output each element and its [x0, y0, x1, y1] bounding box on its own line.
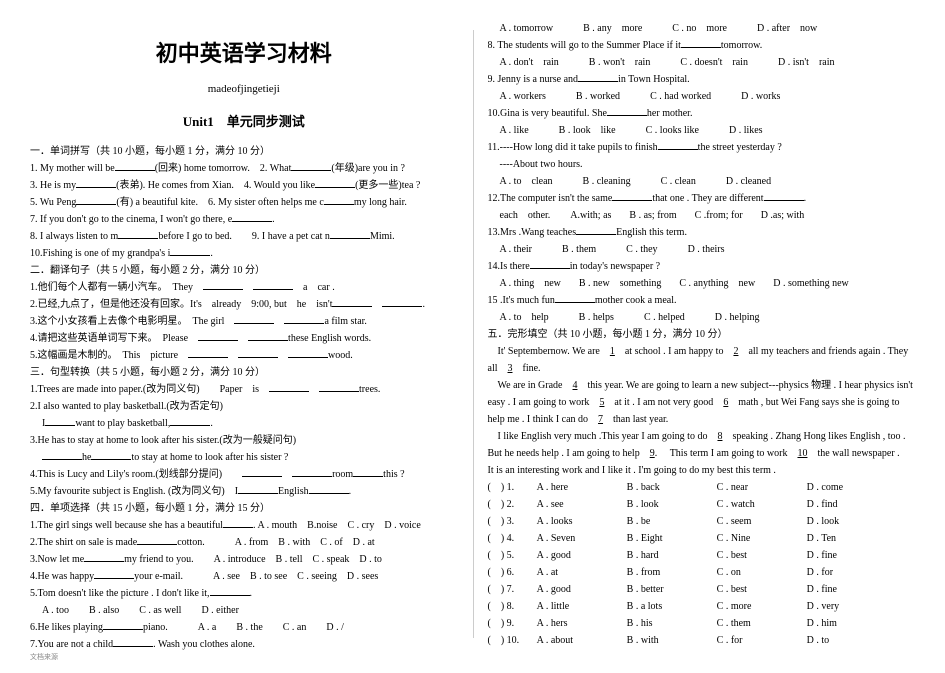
- c7o: A . tomorrowB . any moreC . no moreD . a…: [488, 20, 916, 37]
- unit-title: Unit1 单元同步测试: [30, 111, 458, 133]
- cloze-row: ( ) 8.A . littleB . a lotsC . moreD . ve…: [488, 598, 916, 615]
- q1: 1. My mother will be(回来) home tomorrow. …: [30, 160, 458, 177]
- q7: 7. If you don't go to the cinema, I won'…: [30, 211, 458, 228]
- passage1: It' Septembernow. We are 1 at school . I…: [488, 343, 916, 377]
- c13: 13.Mrs .Wang teachesEnglish this term.: [488, 224, 916, 241]
- section2-header: 二．翻译句子（共 5 小题，每小题 2 分，满分 10 分）: [30, 262, 458, 279]
- c14o: A . thing newB . new somethingC . anythi…: [488, 275, 916, 292]
- footer-text: 文档来源: [30, 652, 58, 662]
- c8: 8. The students will go to the Summer Pl…: [488, 37, 916, 54]
- cloze-row: ( ) 2.A . seeB . lookC . watchD . find: [488, 496, 916, 513]
- c11: 11.----How long did it take pupils to fi…: [488, 139, 916, 156]
- cloze-row: ( ) 1.A . hereB . backC . nearD . come: [488, 479, 916, 496]
- c1: 1.The girl sings well because she has a …: [30, 517, 458, 534]
- c4: 4.He was happyyour e-mail. A . see B . t…: [30, 568, 458, 585]
- c8o: A . don't rainB . won't rainC . doesn't …: [488, 54, 916, 71]
- cloze-row: ( ) 10.A . aboutB . withC . forD . to: [488, 632, 916, 649]
- passage2: We are in Grade 4 this year. We are goin…: [488, 377, 916, 428]
- c15: 15 .It's much funmother cook a meal.: [488, 292, 916, 309]
- main-title: 初中英语学习材料: [30, 35, 458, 72]
- s4: 4.This is Lucy and Lily's room.(划线部分提问) …: [30, 466, 458, 483]
- s3a: heto stay at home to look after his sist…: [30, 449, 458, 466]
- right-column: A . tomorrowB . any moreC . no moreD . a…: [488, 20, 916, 653]
- t2: 2.已经,九点了，但是他还没有回家。It's already 9:00, but…: [30, 296, 458, 313]
- subtitle: madeofjingetieji: [30, 80, 458, 99]
- c14: 14.Is therein today's newspaper ?: [488, 258, 916, 275]
- c10: 10.Gina is very beautiful. Sheher mother…: [488, 105, 916, 122]
- s3: 3.He has to stay at home to look after h…: [30, 432, 458, 449]
- section1-header: 一．单词拼写（共 10 小题，每小题 1 分，满分 10 分）: [30, 143, 458, 160]
- s2a: Iwant to play basketball,.: [30, 415, 458, 432]
- cloze-row: ( ) 5.A . goodB . hardC . bestD . fine: [488, 547, 916, 564]
- c7: 7.You are not a child. Wash you clothes …: [30, 636, 458, 653]
- c11c: ----About two hours.: [488, 156, 916, 173]
- c6: 6.He likes playingpiano. A . a B . the C…: [30, 619, 458, 636]
- q8: 8. I always listen to mbefore I go to be…: [30, 228, 458, 245]
- section5-header: 五．完形填空（共 10 小题，每小题 1 分，满分 10 分）: [488, 326, 916, 343]
- c10o: A . likeB . look likeC . looks likeD . l…: [488, 122, 916, 139]
- c2: 2.The shirt on sale is madecotton. A . f…: [30, 534, 458, 551]
- s1: 1.Trees are made into paper.(改为同义句) Pape…: [30, 381, 458, 398]
- cloze-row: ( ) 9.A . hersB . hisC . themD . him: [488, 615, 916, 632]
- c9o: A . workersB . workedC . had workedD . w…: [488, 88, 916, 105]
- t5: 5.这幅画是木制的。 This picture wood.: [30, 347, 458, 364]
- s5: 5.My favourite subject is English. (改为同义…: [30, 483, 458, 500]
- cloze-row: ( ) 7.A . goodB . betterC . bestD . fine: [488, 581, 916, 598]
- cloze-options-table: ( ) 1.A . hereB . backC . nearD . come( …: [488, 479, 916, 649]
- column-divider: [473, 30, 474, 638]
- section3-header: 三．句型转换（共 5 小题，每小题 2 分，满分 10 分）: [30, 364, 458, 381]
- c12: 12.The computer isn't the samethat one .…: [488, 190, 916, 207]
- c12o: each other. A.with; asB . as; fromC .fro…: [488, 207, 916, 224]
- cloze-row: ( ) 6.A . atB . fromC . onD . for: [488, 564, 916, 581]
- cloze-row: ( ) 3.A . looksB . beC . seemD . look: [488, 513, 916, 530]
- cloze-row: ( ) 4.A . SevenB . EightC . NineD . Ten: [488, 530, 916, 547]
- s2: 2.I also wanted to play basketball.(改为否定…: [30, 398, 458, 415]
- c3: 3.Now let memy friend to you. A . introd…: [30, 551, 458, 568]
- left-column: 初中英语学习材料 madeofjingetieji Unit1 单元同步测试 一…: [30, 20, 458, 653]
- c13o: A . theirB . themC . theyD . theirs: [488, 241, 916, 258]
- c5: 5.Tom doesn't like the picture . I don't…: [30, 585, 458, 602]
- c11o: A . to cleanB . cleaningC . cleanD . cle…: [488, 173, 916, 190]
- section4-header: 四．单项选择（共 15 小题，每小题 1 分，满分 15 分）: [30, 500, 458, 517]
- q10: 10.Fishing is one of my grandpa's i.: [30, 245, 458, 262]
- t1: 1.他们每个人都有一辆小汽车。 They a car .: [30, 279, 458, 296]
- c15o: A . to helpB . helpsC . helpedD . helpin…: [488, 309, 916, 326]
- c9: 9. Jenny is a nurse andin Town Hospital.: [488, 71, 916, 88]
- passage3: I like English very much .This year I am…: [488, 428, 916, 479]
- c5o: A . too B . also C . as well D . either: [30, 602, 458, 619]
- t4: 4.请把这些英语单词写下来。 Please these English word…: [30, 330, 458, 347]
- q3: 3. He is my(表弟). He comes from Xian. 4. …: [30, 177, 458, 194]
- t3: 3.这个小女孩看上去像个电影明星。 The girl a film star.: [30, 313, 458, 330]
- q5: 5. Wu Peng(有) a beautiful kite. 6. My si…: [30, 194, 458, 211]
